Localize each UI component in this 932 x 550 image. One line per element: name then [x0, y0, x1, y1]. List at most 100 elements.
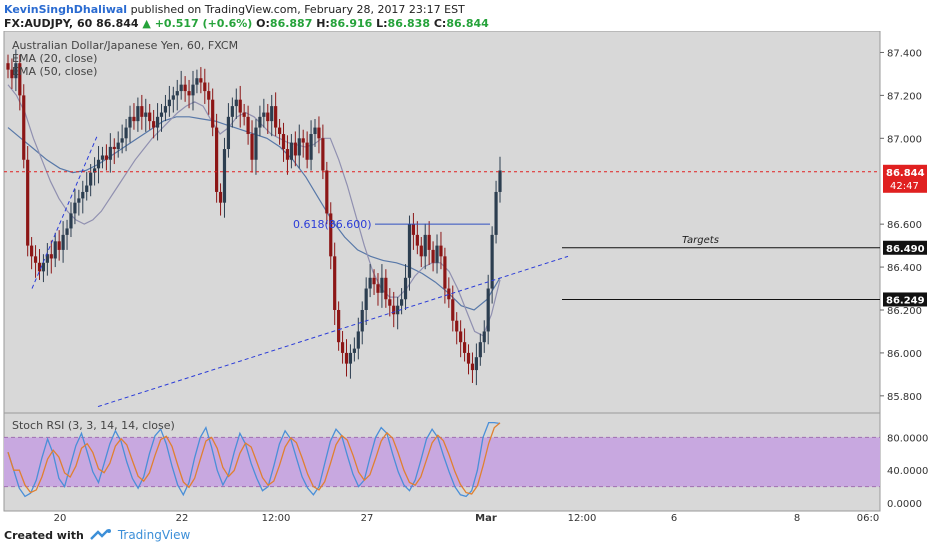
candle-body [242, 112, 246, 117]
candle-body [163, 106, 168, 113]
chart-title: Australian Dollar/Japanese Yen, 60, FXCM [12, 39, 238, 52]
candle-body [148, 112, 152, 122]
fib-label: 0.618(86.600) [293, 218, 372, 231]
current-price-tag [883, 164, 927, 193]
candle-body [53, 241, 57, 259]
open-value: 86.887 [269, 17, 313, 30]
candle-body [207, 91, 211, 100]
tradingview-brand[interactable]: TradingView [117, 528, 191, 542]
candle-body [195, 78, 199, 85]
candle-body [486, 288, 490, 332]
candle-body [69, 213, 73, 229]
symbol-line: FX:AUDJPY, 60 86.844 ▲ +0.517 (+0.6%) O:… [4, 17, 489, 30]
y-tick-label: 86.600 [887, 220, 922, 231]
stoch-k-line [7, 421, 501, 498]
candle-body [419, 245, 423, 257]
candle-body [289, 142, 293, 160]
ema20-line [7, 84, 501, 337]
author-link[interactable]: KevinSinghDhaliwal [4, 3, 128, 16]
close-label: C: [433, 17, 447, 30]
x-tick-label: 06:0 [857, 513, 879, 524]
candle-body [337, 309, 341, 343]
candle-body [411, 224, 416, 235]
y-tick-label: 87.200 [887, 91, 922, 102]
candle-body [368, 277, 372, 289]
candle-body [423, 234, 427, 257]
candle-body [403, 277, 408, 300]
candle-body [439, 245, 443, 257]
candle-body [85, 185, 89, 192]
candle-body [112, 146, 116, 150]
candle-body [171, 95, 175, 100]
candle-body [136, 106, 140, 122]
candle-body [230, 106, 234, 117]
publish-info: published on TradingView.com, February 2… [130, 3, 465, 16]
legend-ema50: EMA (50, close) [12, 65, 97, 78]
candle-body [49, 254, 53, 259]
candle-body [116, 142, 120, 150]
candle-body [407, 224, 412, 278]
candle-body [340, 342, 345, 353]
price-chart[interactable]: 86.490 86.249 Targets 0.618(86.600) 86.844… [0, 31, 932, 525]
candle-body [274, 106, 278, 128]
candle-body [183, 84, 187, 92]
candle-body [33, 256, 38, 263]
candle-body [155, 116, 160, 128]
candle-body [167, 99, 171, 107]
candle-body [281, 134, 286, 150]
candle-body [96, 159, 101, 169]
candle-body [451, 299, 455, 321]
x-tick-label: 6 [671, 513, 677, 524]
trendline [97, 255, 569, 408]
candle-body [191, 84, 195, 96]
candle-body [384, 277, 388, 300]
candle-body [89, 172, 93, 186]
candle-body [10, 69, 14, 79]
candle-body [455, 320, 459, 332]
candle-body [321, 138, 325, 171]
x-tick-label: 27 [361, 513, 374, 524]
target-tag-label: 86.490 [886, 244, 925, 255]
candle-body [258, 116, 262, 128]
candle-body [14, 63, 18, 79]
candle-body [344, 352, 349, 364]
y-tick-label: 87.000 [887, 134, 922, 145]
candle-body [352, 348, 356, 353]
stoch-tick-label: 40.0000 [887, 466, 928, 477]
candle-body [266, 112, 270, 122]
candle-body [396, 305, 400, 315]
x-tick-label: Mar [475, 513, 497, 524]
candle-body [132, 116, 136, 122]
candle-body [443, 256, 447, 289]
candle-body [179, 84, 183, 92]
candle-body [187, 91, 191, 96]
candle-body [498, 170, 502, 192]
candle-body [37, 262, 42, 272]
candle-body [120, 138, 124, 143]
stoch-d-line [7, 422, 501, 495]
candle-body [356, 331, 360, 349]
candle-body [297, 138, 301, 156]
candle-body [81, 191, 85, 199]
candle-body [313, 127, 317, 135]
x-tick-label: 20 [54, 513, 67, 524]
candle-body [431, 249, 435, 263]
candle-body [470, 363, 475, 371]
current-price-label: 86.844 [886, 168, 925, 179]
candle-body [144, 112, 148, 117]
close-value: 86.844 [446, 17, 489, 30]
candle-body [108, 146, 112, 160]
candle-body [317, 127, 321, 139]
candle-body [459, 331, 463, 343]
candle-body [380, 277, 384, 293]
change-up-icon: ▲ [142, 17, 151, 30]
target-tag [883, 240, 927, 255]
candle-body [238, 99, 242, 113]
candle-body [333, 256, 337, 310]
candle-body [400, 299, 404, 306]
target-tag-label: 86.249 [886, 295, 925, 306]
candle-body [482, 331, 486, 343]
footer: Created with TradingView [4, 528, 190, 542]
candle-body [100, 155, 105, 160]
candle-body [478, 342, 482, 358]
